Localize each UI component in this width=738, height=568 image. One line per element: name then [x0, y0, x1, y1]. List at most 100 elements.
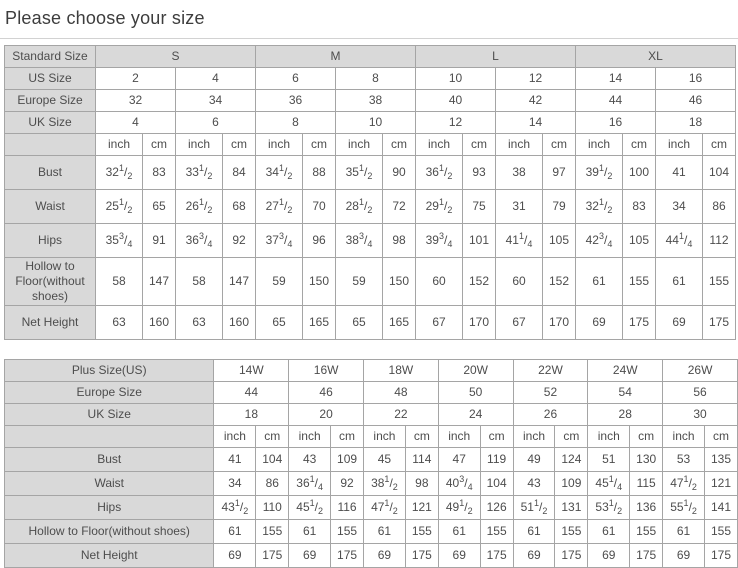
- measurement-inch-cell: 491/2: [437, 495, 481, 520]
- size-value-cell: 8: [335, 67, 416, 90]
- measurement-inch-cell: 393/4: [415, 223, 463, 258]
- measurement-cm-cell: 101: [462, 223, 496, 258]
- unit-cm-header-cell: cm: [542, 133, 576, 156]
- measurement-inch-cell: 59: [255, 257, 303, 306]
- size-header-row: Europe Size 44 46 48 50 52 54 56: [3, 381, 738, 404]
- size-value-cell: 44: [213, 381, 290, 404]
- measurement-cm-cell: 175: [404, 543, 439, 568]
- row-label: Waist: [3, 471, 215, 496]
- corner-empty-cell: [3, 425, 215, 448]
- row-label: Hips: [4, 223, 96, 258]
- unit-header-row: inch cm inch cm inch cm inch cm inch cm inch cm inch…: [4, 133, 736, 156]
- measurement-cm-cell: 114: [404, 447, 439, 472]
- measurement-inch-cell: 281/2: [335, 189, 383, 224]
- measurement-inch-cell: 353/4: [95, 223, 143, 258]
- size-value-cell: 32: [95, 89, 176, 112]
- row-label: UK Size: [3, 403, 215, 426]
- row-label: US Size: [4, 67, 96, 90]
- size-value-cell: 52: [512, 381, 589, 404]
- measurement-cm-cell: 165: [382, 305, 416, 340]
- unit-cm-header-cell: cm: [222, 133, 256, 156]
- size-value-cell: 14: [495, 111, 576, 134]
- measurement-inch-cell: 261/2: [175, 189, 223, 224]
- measurement-inch-cell: 31: [495, 189, 543, 224]
- measurement-cm-cell: 72: [382, 189, 416, 224]
- measurement-cm-cell: 135: [704, 447, 738, 472]
- unit-inch-header-cell: inch: [662, 425, 705, 448]
- measurement-cm-cell: 86: [255, 471, 290, 496]
- measurement-inch-cell: 67: [415, 305, 463, 340]
- measurement-cm-cell: 175: [255, 543, 290, 568]
- measurement-cm-cell: 116: [330, 495, 364, 520]
- measurement-cm-cell: 165: [302, 305, 336, 340]
- measurement-inch-cell: 423/4: [575, 223, 623, 258]
- measurement-inch-cell: 451/2: [288, 495, 332, 520]
- size-value-cell: 16: [655, 67, 736, 90]
- measurement-inch-cell: 60: [415, 257, 463, 306]
- size-value-cell: 36: [255, 89, 336, 112]
- size-value-cell: 18W: [363, 359, 439, 382]
- measurement-inch-cell: 441/4: [655, 223, 703, 258]
- measurement-inch-cell: 321/2: [575, 189, 623, 224]
- unit-cm-header-cell: cm: [479, 425, 514, 448]
- measurement-inch-cell: 69: [587, 543, 631, 568]
- measurement-cm-cell: 92: [222, 223, 256, 258]
- measurement-inch-cell: 58: [95, 257, 143, 306]
- measurement-inch-cell: 47: [437, 447, 481, 472]
- measurement-cm-cell: 175: [330, 543, 364, 568]
- unit-inch-header-cell: inch: [363, 425, 406, 448]
- measurement-inch-cell: 511/2: [512, 495, 556, 520]
- measurement-cm-cell: 121: [404, 495, 439, 520]
- measurement-inch-cell: 38: [495, 155, 543, 190]
- measurement-cm-cell: 147: [222, 257, 256, 306]
- measurement-cm-cell: 90: [382, 155, 416, 190]
- size-header-row: UK Size 4 6 8 10 12 14 16 18: [4, 111, 736, 134]
- measurement-cm-cell: 88: [302, 155, 336, 190]
- measurement-inch-cell: 69: [512, 543, 556, 568]
- measurement-cm-cell: 175: [702, 305, 736, 340]
- measurement-row: Bust 41 104 43 109 45 114 47 119 49 124 51 130 53 135: [3, 447, 738, 472]
- unit-cm-header-cell: cm: [462, 133, 496, 156]
- measurement-inch-cell: 63: [175, 305, 223, 340]
- size-value-cell: 10: [335, 111, 416, 134]
- unit-inch-header-cell: inch: [95, 133, 143, 156]
- size-value-cell: 16: [575, 111, 656, 134]
- measurement-row: Bust 321/2 83 331/2 84 341/2 88 351/2 90 361/2 93 3…: [4, 155, 736, 190]
- measurement-inch-cell: 321/2: [95, 155, 143, 190]
- measurement-row: Net Height 69 175 69 175 69 175 69 175 69 175 69 175…: [3, 543, 738, 568]
- measurement-inch-cell: 61: [575, 257, 623, 306]
- unit-inch-header-cell: inch: [213, 425, 257, 448]
- measurement-inch-cell: 341/2: [255, 155, 303, 190]
- unit-cm-header-cell: cm: [382, 133, 416, 156]
- measurement-cm-cell: 130: [629, 447, 664, 472]
- measurement-cm-cell: 65: [142, 189, 176, 224]
- measurement-cm-cell: 79: [542, 189, 576, 224]
- measurement-cm-cell: 105: [622, 223, 656, 258]
- unit-inch-header-cell: inch: [437, 425, 481, 448]
- measurement-inch-cell: 69: [662, 543, 705, 568]
- unit-inch-header-cell: inch: [175, 133, 223, 156]
- unit-inch-header-cell: inch: [288, 425, 332, 448]
- size-value-cell: 38: [335, 89, 416, 112]
- unit-cm-header-cell: cm: [255, 425, 290, 448]
- measurement-cm-cell: 170: [542, 305, 576, 340]
- size-value-cell: 14: [575, 67, 656, 90]
- measurement-inch-cell: 69: [437, 543, 481, 568]
- measurement-cm-cell: 83: [622, 189, 656, 224]
- measurement-cm-cell: 105: [542, 223, 576, 258]
- size-value-cell: 20W: [437, 359, 514, 382]
- measurement-cm-cell: 175: [704, 543, 738, 568]
- measurement-cm-cell: 104: [479, 471, 514, 496]
- measurement-inch-cell: 531/2: [587, 495, 631, 520]
- measurement-cm-cell: 86: [702, 189, 736, 224]
- measurement-cm-cell: 155: [554, 519, 589, 544]
- measurement-cm-cell: 70: [302, 189, 336, 224]
- measurement-cm-cell: 150: [302, 257, 336, 306]
- size-value-cell: 46: [655, 89, 736, 112]
- row-label: Hollow to Floor(without shoes): [4, 257, 96, 306]
- measurement-cm-cell: 155: [255, 519, 290, 544]
- unit-cm-header-cell: cm: [404, 425, 439, 448]
- row-label: Europe Size: [3, 381, 215, 404]
- size-group-row: Standard Size S M L XL: [4, 45, 736, 68]
- size-header-row: UK Size 18 20 22 24 26 28 30: [3, 403, 738, 426]
